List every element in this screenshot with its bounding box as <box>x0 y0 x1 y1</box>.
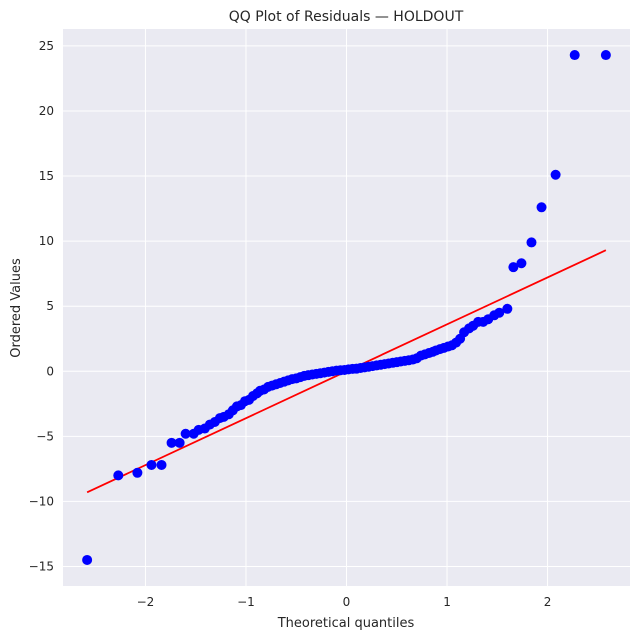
x-tick-label: 1 <box>443 595 451 609</box>
y-tick-label: −5 <box>36 429 54 443</box>
y-tick-label: −15 <box>29 559 54 573</box>
x-tick-label: −1 <box>237 595 255 609</box>
data-point <box>174 437 185 448</box>
x-tick-labels: −2 −1 0 1 2 <box>137 595 552 609</box>
y-tick-label: 5 <box>46 299 54 313</box>
data-point <box>494 307 505 318</box>
x-axis-label: Theoretical quantiles <box>277 616 415 631</box>
y-tick-label: 25 <box>39 39 54 53</box>
data-point <box>132 467 143 478</box>
data-point <box>508 262 519 273</box>
x-tick-label: 2 <box>544 595 552 609</box>
y-tick-label: 20 <box>39 104 54 118</box>
chart-title: QQ Plot of Residuals — HOLDOUT <box>229 9 464 25</box>
data-points <box>82 50 611 565</box>
data-point <box>113 470 124 481</box>
y-tick-label: 0 <box>46 364 54 378</box>
data-point <box>502 303 513 314</box>
y-tick-label: 15 <box>39 169 54 183</box>
x-tick-label: 0 <box>343 595 351 609</box>
data-point <box>180 428 191 439</box>
data-point <box>516 258 527 269</box>
data-point <box>526 237 537 248</box>
data-point <box>550 169 561 180</box>
x-tick-label: −2 <box>137 595 155 609</box>
data-point <box>82 554 93 565</box>
data-point <box>166 437 177 448</box>
data-point <box>156 459 167 470</box>
y-axis-label: Ordered Values <box>9 258 24 358</box>
data-point <box>600 50 611 61</box>
data-point <box>536 202 547 213</box>
data-point <box>569 50 580 61</box>
y-tick-label: 10 <box>39 234 54 248</box>
y-tick-labels: −15 −10 −5 0 5 10 15 20 25 <box>29 39 54 574</box>
data-point <box>146 459 157 470</box>
y-tick-label: −10 <box>29 494 54 508</box>
